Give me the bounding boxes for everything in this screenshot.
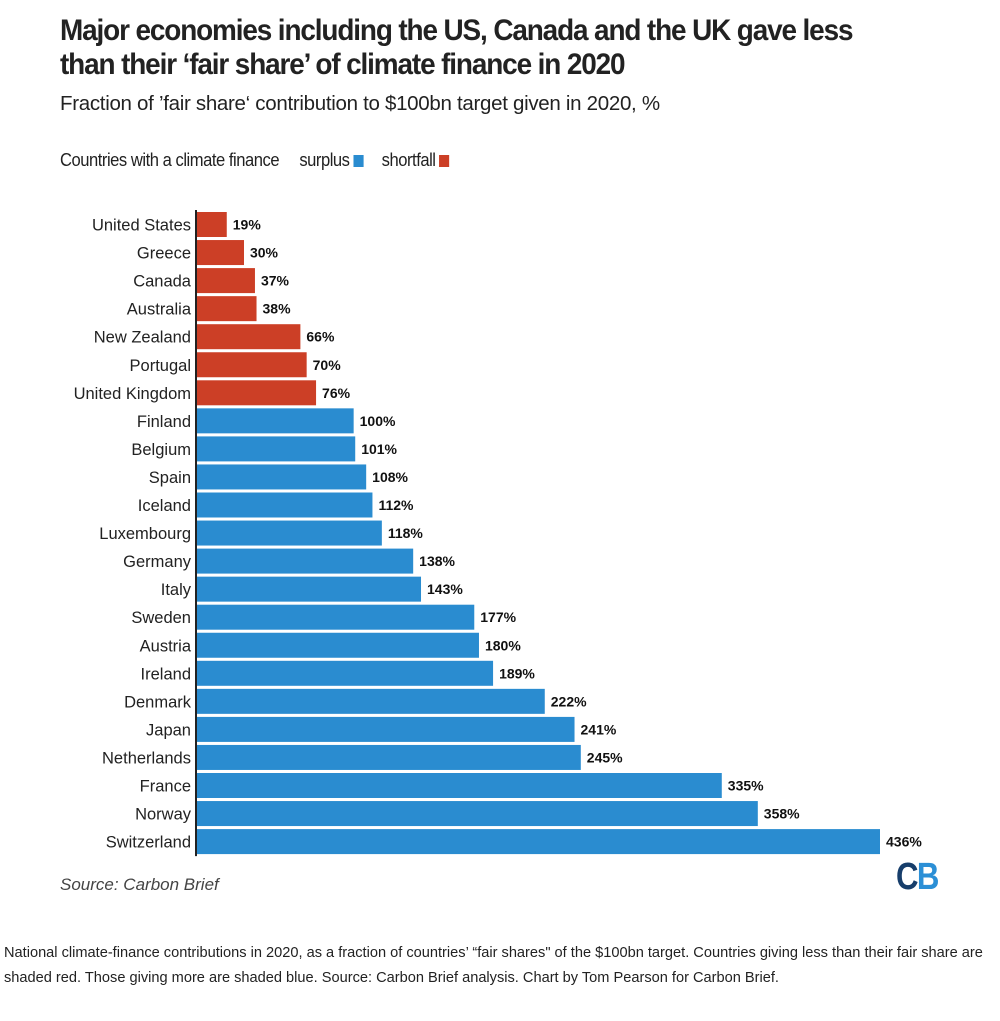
legend-swatch-shortfall: [439, 154, 450, 167]
legend-label-surplus: surplus: [299, 150, 350, 170]
value-label-denmark: 222%: [551, 693, 587, 709]
bar-france: [197, 773, 722, 798]
category-label-japan: Japan: [146, 721, 191, 739]
value-label-finland: 100%: [360, 413, 396, 429]
category-label-norway: Norway: [135, 806, 192, 824]
legend-item-shortfall: shortfall: [382, 150, 450, 171]
value-label-spain: 108%: [372, 469, 408, 485]
bar-spain: [197, 464, 367, 490]
bar-belgium: [197, 436, 356, 462]
value-label-netherlands: 245%: [587, 749, 623, 765]
value-label-greece: 30%: [250, 245, 279, 261]
bar-italy: [197, 576, 422, 602]
bar-new-zealand: [197, 324, 301, 350]
category-label-portugal: Portugal: [130, 357, 191, 375]
value-label-germany: 138%: [419, 553, 455, 569]
logo-letter-c: C: [896, 856, 919, 898]
value-label-united-states: 19%: [233, 217, 262, 233]
value-label-ireland: 189%: [499, 665, 535, 681]
bar-chart: United States 19% Greece 30% Canada 37% Austra…: [74, 210, 923, 857]
bars-layer: [197, 212, 880, 855]
value-label-new-zealand: 66%: [306, 329, 335, 345]
value-label-japan: 241%: [581, 721, 617, 737]
value-label-norway: 358%: [764, 806, 800, 822]
legend-item-surplus: surplus: [299, 150, 364, 171]
category-label-new-zealand: New Zealand: [94, 329, 191, 347]
bar-canada: [197, 268, 255, 294]
value-label-austria: 180%: [485, 637, 521, 653]
category-label-belgium: Belgium: [131, 441, 191, 459]
category-label-switzerland: Switzerland: [106, 834, 191, 852]
carbon-brief-logo: CB: [896, 856, 940, 898]
legend: Countries with a climate finance surplus…: [60, 150, 468, 171]
bar-germany: [197, 548, 414, 574]
value-label-iceland: 112%: [378, 497, 414, 513]
value-label-sweden: 177%: [480, 609, 516, 625]
category-label-austria: Austria: [140, 637, 192, 655]
bar-japan: [197, 716, 575, 742]
category-label-australia: Australia: [127, 301, 192, 319]
bar-switzerland: [197, 829, 880, 855]
bar-finland: [197, 408, 354, 434]
value-label-canada: 37%: [261, 273, 290, 289]
category-label-iceland: Iceland: [138, 497, 191, 515]
bar-portugal: [197, 352, 307, 378]
value-label-switzerland: 436%: [886, 834, 922, 850]
value-label-belgium: 101%: [361, 441, 397, 457]
bar-iceland: [197, 492, 373, 518]
bar-norway: [197, 801, 758, 827]
figure-caption: National climate-finance contributions i…: [4, 945, 983, 986]
category-label-sweden: Sweden: [131, 609, 191, 627]
bar-denmark: [197, 688, 545, 714]
value-label-italy: 143%: [427, 581, 463, 597]
category-label-netherlands: Netherlands: [102, 749, 191, 767]
bar-luxembourg: [197, 520, 382, 546]
category-label-greece: Greece: [137, 245, 191, 263]
category-label-canada: Canada: [133, 273, 192, 291]
category-label-denmark: Denmark: [124, 693, 192, 711]
logo-letter-b: B: [916, 856, 940, 898]
bar-greece: [197, 240, 244, 266]
legend-swatch-surplus: [353, 154, 364, 167]
legend-intro: Countries with a climate finance: [60, 150, 280, 170]
bar-austria: [197, 632, 479, 658]
value-label-portugal: 70%: [313, 357, 342, 373]
bar-ireland: [197, 660, 494, 686]
category-label-ireland: Ireland: [141, 665, 191, 683]
bar-united-states: [197, 212, 227, 237]
bar-sweden: [197, 604, 475, 630]
source-note: Source: Carbon Brief: [60, 875, 219, 894]
category-label-luxembourg: Luxembourg: [99, 525, 191, 543]
category-label-spain: Spain: [149, 469, 191, 487]
value-label-australia: 38%: [263, 301, 292, 317]
value-label-united-kingdom: 76%: [322, 385, 351, 401]
category-label-germany: Germany: [123, 553, 192, 571]
bar-australia: [197, 296, 257, 322]
labels-layer: United States 19% Greece 30% Canada 37% Austra…: [74, 217, 923, 852]
chart-subtitle: Fraction of ’fair share‘ contribution to…: [60, 92, 660, 115]
bar-netherlands: [197, 744, 581, 770]
category-label-france: France: [140, 778, 191, 796]
category-label-united-states: United States: [92, 217, 191, 235]
category-label-italy: Italy: [161, 581, 192, 599]
chart-title: Major economies including the US, Canada…: [60, 14, 853, 81]
value-label-france: 335%: [728, 778, 764, 794]
category-label-finland: Finland: [137, 413, 191, 431]
legend-label-shortfall: shortfall: [381, 150, 436, 170]
category-label-united-kingdom: United Kingdom: [74, 385, 191, 403]
value-label-luxembourg: 118%: [388, 525, 424, 541]
bar-united-kingdom: [197, 380, 317, 406]
